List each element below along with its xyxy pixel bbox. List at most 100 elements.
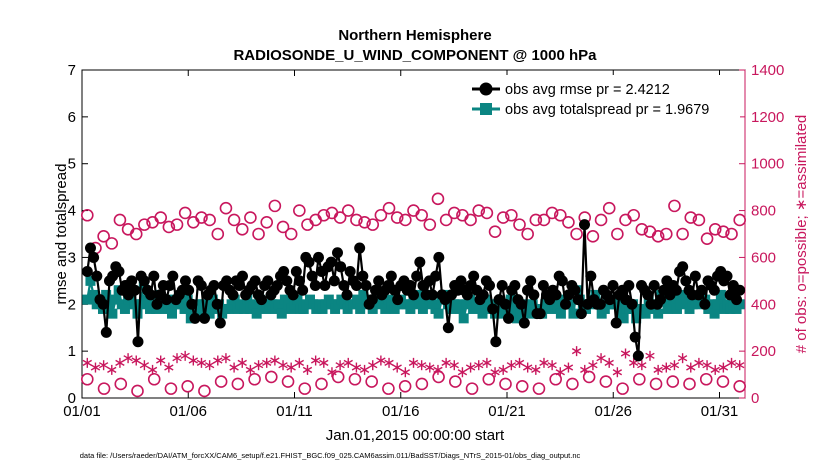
obs-assimilated-point xyxy=(465,362,476,373)
obs-possible-point xyxy=(211,227,225,241)
y-axis-right: 0 200 400 600 800 1000 1200 1400 xyxy=(739,62,784,407)
obs-possible-point xyxy=(566,377,579,391)
obs-assimilated-point xyxy=(172,353,182,364)
obs-possible-point xyxy=(594,213,608,227)
obs-possible-point xyxy=(382,382,395,395)
obs-assimilated-point xyxy=(262,357,272,368)
obs-assimilated-point xyxy=(335,360,345,371)
obs-assimilated-point xyxy=(368,360,378,371)
totalspread-point xyxy=(458,313,469,324)
y-tick-label: 0 xyxy=(68,390,76,407)
data-file-footnote: data file: /Users/raeder/DAI/ATM_forcXX/… xyxy=(80,451,581,460)
obs-assimilated-point xyxy=(482,357,492,368)
rmse-point xyxy=(167,270,179,282)
y-right-tick-label: 1000 xyxy=(751,156,784,173)
totalspread-point xyxy=(248,299,259,310)
obs-possible-point xyxy=(219,201,233,215)
obs-possible-point xyxy=(439,213,453,227)
obs-possible-point xyxy=(505,208,518,222)
obs-assimilated-point xyxy=(270,355,280,366)
x-axis-label: Jan.01,2015 00:00:00 start xyxy=(326,427,505,444)
obs-possible-point xyxy=(676,227,689,241)
rmse-point xyxy=(487,303,499,315)
obs-assimilated-point xyxy=(474,360,484,371)
obs-possible-point xyxy=(668,199,681,213)
y-tick-label: 2 xyxy=(68,296,76,313)
obs-possible-point xyxy=(97,382,111,395)
obs-assimilated-point xyxy=(628,357,639,368)
rmse-point xyxy=(249,275,261,287)
obs-possible-point xyxy=(331,370,345,384)
obs-possible-point xyxy=(708,223,722,236)
obs-possible-point xyxy=(602,201,616,215)
totalspread-point xyxy=(273,299,284,310)
y-tick-label: 7 xyxy=(68,62,76,79)
rmse-point xyxy=(490,336,502,348)
rmse-point xyxy=(132,336,144,348)
rmse-point xyxy=(290,265,302,277)
obs-possible-point xyxy=(154,211,168,224)
rmse-point xyxy=(113,265,125,277)
rmse-point xyxy=(569,284,581,296)
obs-assimilated-point xyxy=(425,362,435,373)
rmse-point xyxy=(560,298,572,310)
obs-possible-point xyxy=(635,223,649,236)
rmse-point xyxy=(211,298,223,310)
obs-possible-point xyxy=(231,377,245,391)
obs-possible-point xyxy=(398,379,412,393)
obs-possible-point xyxy=(465,382,479,395)
rmse-point xyxy=(680,275,692,287)
rmse-point xyxy=(575,308,587,320)
obs-assimilated-point xyxy=(139,360,150,371)
rmse-point xyxy=(537,280,549,292)
totalspread-point xyxy=(110,294,121,305)
obs-assimilated-point xyxy=(245,364,256,375)
rmse-point xyxy=(655,294,667,306)
rmse-point xyxy=(689,270,701,282)
rmse-point xyxy=(189,312,201,324)
totalspread-point xyxy=(355,303,366,314)
obs-assimilated-point xyxy=(620,348,631,359)
rmse-point xyxy=(468,270,480,282)
y-tick-label: 3 xyxy=(68,249,76,266)
obs-assimilated-point xyxy=(596,353,606,364)
obs-possible-point xyxy=(181,379,194,393)
obs-assimilated-point xyxy=(506,360,517,371)
rmse-point xyxy=(708,284,720,296)
y-tick-label: 1 xyxy=(68,343,76,360)
rmse-point xyxy=(287,289,299,301)
obs-assimilated-point xyxy=(555,367,565,378)
rmse-point xyxy=(699,298,711,310)
totalspread-point xyxy=(107,308,118,319)
totalspread-point xyxy=(129,299,140,310)
totalspread-point xyxy=(712,299,723,310)
obs-possible-point xyxy=(315,377,328,391)
rmse-point xyxy=(484,280,496,292)
rmse-point xyxy=(214,317,226,329)
obs-assimilated-point xyxy=(694,357,704,368)
obs-possible-point xyxy=(131,384,144,398)
obs-assimilated-point xyxy=(90,362,101,373)
obs-assimilated-point xyxy=(196,357,207,368)
obs-possible-point xyxy=(129,227,143,241)
obs-possible-point xyxy=(415,208,428,222)
totalspread-point xyxy=(555,308,566,319)
y-axis-label: rmse and totalspread xyxy=(53,164,70,305)
obs-possible-point xyxy=(248,372,261,386)
obs-possible-point xyxy=(447,206,461,220)
obs-possible-point xyxy=(195,211,208,224)
obs-possible-point xyxy=(599,375,613,388)
legend-marker-rmse xyxy=(479,82,493,96)
obs-possible-point xyxy=(611,227,624,241)
totalspread-point xyxy=(276,308,287,319)
rmse-point xyxy=(642,289,654,301)
obs-possible-point xyxy=(532,382,546,395)
rmse-point xyxy=(414,256,426,268)
obs-assimilated-point xyxy=(253,360,264,371)
rmse-point xyxy=(100,326,112,338)
rmse-point xyxy=(556,275,568,287)
obs-possible-point xyxy=(164,382,178,395)
obs-possible-point xyxy=(298,382,312,395)
obs-assimilated-point xyxy=(669,360,680,371)
